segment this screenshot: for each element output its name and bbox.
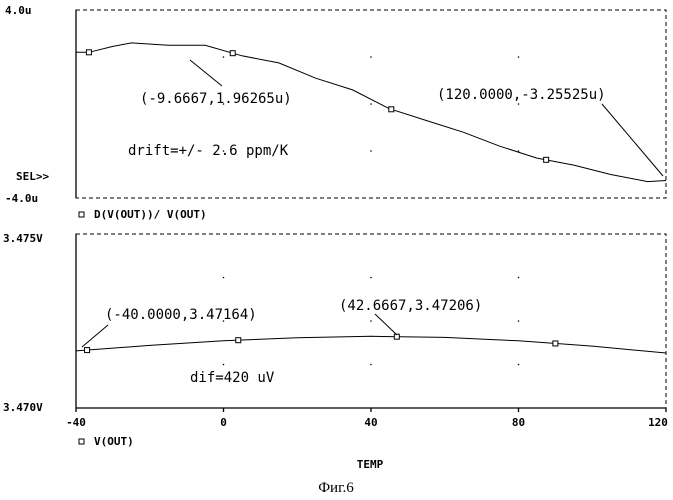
- bottom-grid-dot-1-1: [370, 320, 372, 322]
- bottom-annotation-2-leader: [375, 314, 397, 335]
- top-marker-2: [389, 107, 394, 112]
- top-annotation-2: (120.0000,-3.25525u): [437, 87, 606, 103]
- top-legend-marker: [79, 212, 84, 217]
- bottom-grid-dot-0-2: [223, 364, 225, 366]
- bottom-note: dif=420 uV: [190, 370, 275, 386]
- top-legend: D(V(OUT))/ V(OUT): [94, 208, 207, 221]
- top-grid-dot-2-1: [518, 103, 520, 105]
- x-tick-label-0: -40: [66, 416, 86, 429]
- bottom-marker-0: [85, 348, 90, 353]
- bottom-annotation-1: (-40.0000,3.47164): [105, 307, 257, 323]
- bottom-grid-dot-1-2: [370, 364, 372, 366]
- bottom-ytick-max: 3.475V: [3, 232, 43, 245]
- bottom-grid-dot-2-0: [518, 277, 520, 279]
- bottom-ytick-min: 3.470V: [3, 401, 43, 414]
- bottom-panel: 3.475V 3.470V (-40.0000,3.47164) (42.666…: [3, 232, 668, 471]
- bottom-grid-dot-2-2: [518, 364, 520, 366]
- bottom-grid-dot-2-1: [518, 320, 520, 322]
- top-grid-dot-1-1: [370, 103, 372, 105]
- top-grid-dot-2-0: [518, 56, 520, 58]
- top-ytick-min: -4.0u: [5, 192, 38, 205]
- top-grid-dot-1-2: [370, 150, 372, 152]
- bottom-series-line: [76, 336, 666, 353]
- x-tick-label-2: 40: [364, 416, 377, 429]
- top-marker-1: [230, 51, 235, 56]
- top-annotation-1: (-9.6667,1.96265u): [140, 91, 292, 107]
- top-grid-dot-1-0: [370, 56, 372, 58]
- x-tick-label-1: 0: [220, 416, 227, 429]
- bottom-marker-1: [236, 338, 241, 343]
- bottom-annotation-1-leader: [82, 325, 108, 347]
- top-note: drift=+/- 2.6 ppm/K: [128, 143, 289, 159]
- figure-caption: Фиг.6: [318, 480, 354, 496]
- top-grid-dot-0-0: [223, 56, 225, 58]
- bottom-marker-3: [553, 341, 558, 346]
- x-tick-label-3: 80: [512, 416, 525, 429]
- bottom-grid: [223, 277, 520, 366]
- top-ytick-max: 4.0u: [5, 4, 32, 17]
- bottom-legend: V(OUT): [94, 435, 134, 448]
- cursor-label: SEL>>: [16, 170, 49, 183]
- top-series-line: [76, 43, 666, 182]
- top-annotation-1-leader: [190, 60, 222, 86]
- top-annotation-2-leader: [602, 104, 663, 176]
- top-marker-0: [86, 50, 91, 55]
- bottom-grid-dot-0-0: [223, 277, 225, 279]
- x-tick-labels: -40 0 40 80 120: [66, 416, 668, 429]
- bottom-grid-dot-1-0: [370, 277, 372, 279]
- x-axis-label: TEMP: [357, 458, 384, 471]
- top-panel: 4.0u -4.0u SEL>> (-9.6667,1.96265u) (120…: [5, 4, 666, 221]
- bottom-annotation-2: (42.6667,3.47206): [339, 298, 482, 314]
- bottom-legend-marker: [79, 439, 84, 444]
- x-tick-label-4: 120: [648, 416, 668, 429]
- top-marker-3: [544, 157, 549, 162]
